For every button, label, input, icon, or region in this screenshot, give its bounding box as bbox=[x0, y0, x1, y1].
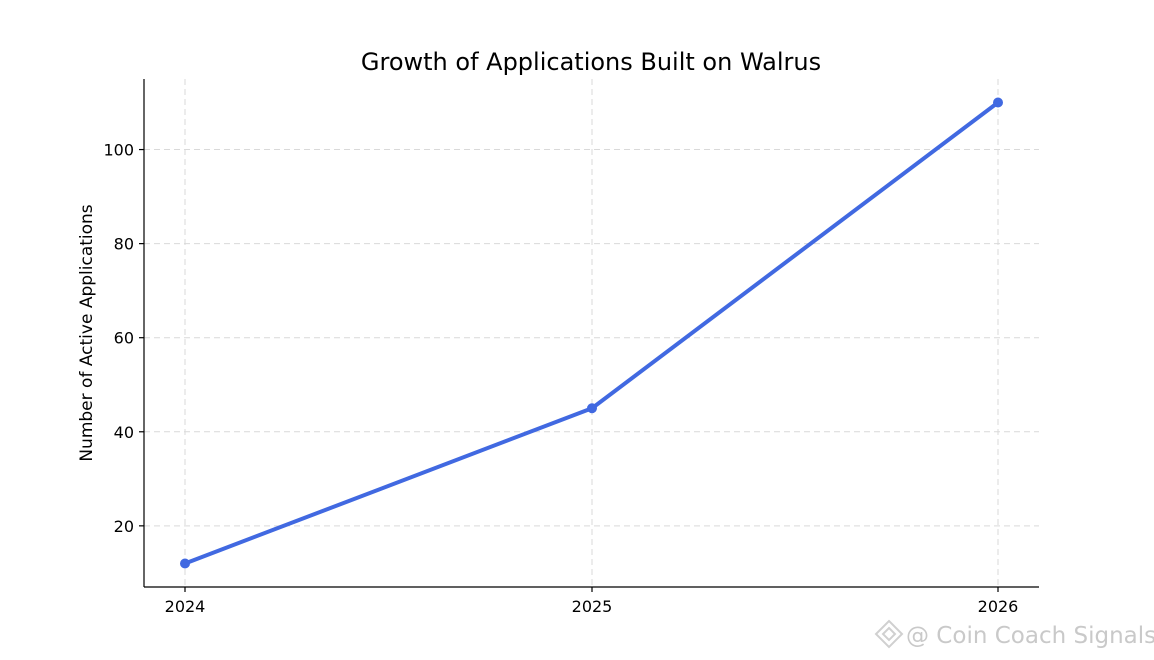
y-axis-ticks: 20 40 60 80 100 bbox=[103, 141, 144, 536]
binance-diamond-icon bbox=[874, 619, 904, 649]
data-point bbox=[180, 558, 190, 569]
data-point bbox=[587, 403, 597, 414]
watermark: @ Coin Coach Signals bbox=[874, 619, 1154, 649]
y-tick-label: 100 bbox=[103, 141, 134, 160]
x-tick-label: 2026 bbox=[978, 597, 1019, 616]
series-layer bbox=[180, 97, 1003, 569]
y-tick-label: 20 bbox=[114, 517, 134, 536]
chart-title: Growth of Applications Built on Walrus bbox=[361, 48, 821, 76]
data-point bbox=[993, 97, 1003, 108]
grid bbox=[144, 79, 1039, 587]
x-tick-label: 2025 bbox=[572, 597, 613, 616]
x-axis-ticks: 2024 2025 2026 bbox=[165, 587, 1019, 616]
y-tick-label: 40 bbox=[114, 423, 134, 442]
x-tick-label: 2024 bbox=[165, 597, 206, 616]
y-axis-label: Number of Active Applications bbox=[77, 204, 97, 461]
y-tick-label: 80 bbox=[114, 235, 134, 254]
watermark-text: @ Coin Coach Signals bbox=[906, 623, 1154, 649]
y-tick-label: 60 bbox=[114, 329, 134, 348]
